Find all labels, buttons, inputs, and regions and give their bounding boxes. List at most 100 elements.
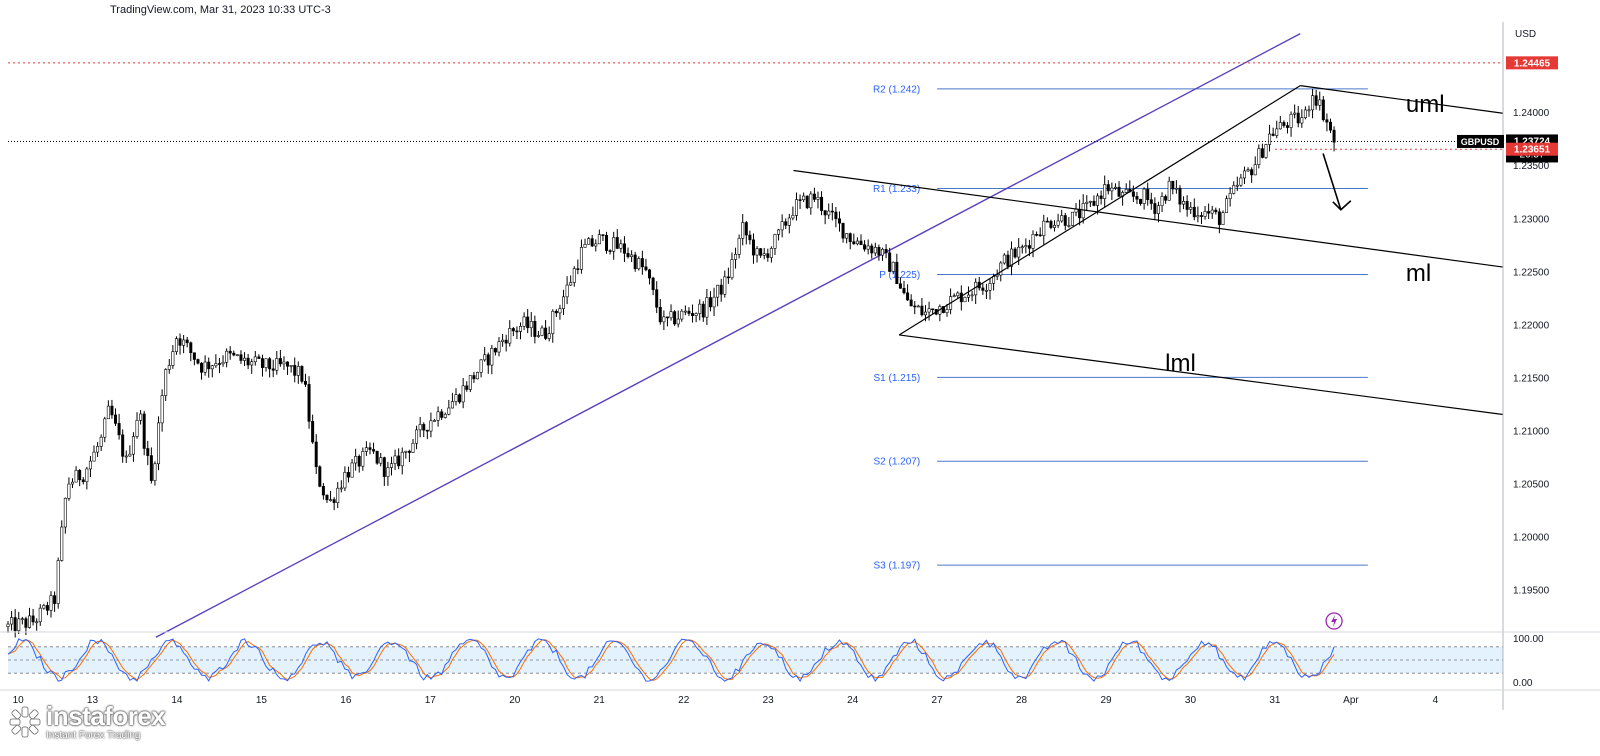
candle-body (418, 424, 422, 431)
price-label-text: 1.24465 (1514, 58, 1551, 69)
x-tick-label: 17 (425, 695, 437, 706)
x-tick-label: 16 (340, 695, 352, 706)
candle-body (268, 358, 272, 370)
candle-body (386, 467, 390, 477)
candle-body (1185, 201, 1189, 210)
candle-body (1221, 212, 1225, 225)
candle-body (802, 195, 806, 201)
candle-body (178, 338, 182, 346)
price-label-text: 1.23724 (1514, 136, 1551, 147)
x-tick-label: 14 (171, 695, 183, 706)
candle-body (275, 358, 279, 371)
candle-body (1038, 234, 1042, 237)
candle-body (877, 247, 881, 256)
candle-body (1217, 211, 1221, 225)
pitchfork-median-line (793, 169, 1504, 268)
candle-body (450, 401, 454, 409)
x-tick-label: 4 (1433, 695, 1439, 706)
candle-body (1024, 245, 1028, 248)
candle-body (519, 326, 523, 332)
candle-body (898, 283, 902, 289)
candle-body (1228, 193, 1232, 199)
candle-body (669, 311, 673, 319)
candle-body (497, 341, 501, 353)
candle-body (289, 365, 293, 367)
candle-body (787, 217, 791, 226)
candle-body (110, 405, 114, 416)
candle-body (146, 448, 150, 456)
candle-body (92, 451, 96, 462)
candle-body (1124, 188, 1128, 193)
candle-body (658, 306, 662, 323)
candle-body (748, 234, 752, 241)
candle-body (1242, 170, 1246, 179)
candle-body (1282, 122, 1286, 126)
candle-body (225, 350, 229, 363)
candle-body (1235, 184, 1239, 187)
candle-body (1253, 164, 1257, 176)
candle-body (888, 252, 892, 272)
trendline[interactable] (155, 33, 1301, 638)
candle-body (737, 238, 741, 255)
candle-body (411, 442, 415, 453)
candle-body (708, 297, 712, 308)
candle-body (988, 283, 992, 291)
candle-body (200, 362, 204, 373)
candle-body (221, 361, 225, 365)
alert-bolt (1331, 615, 1338, 627)
candle-body (619, 243, 623, 249)
candle-body (1296, 112, 1300, 124)
candle-body (791, 215, 795, 219)
candle-body (293, 365, 297, 376)
candle-body (751, 239, 755, 256)
y-tick-label: 1.21500 (1513, 373, 1550, 384)
candle-body (303, 381, 307, 385)
candle-body (1314, 95, 1318, 106)
currency-label: USD (1515, 29, 1536, 40)
candle-body (873, 247, 877, 254)
candle-body (425, 429, 429, 432)
candle-body (397, 455, 401, 467)
instaforex-watermark: instaforex Instant Forex Trading (8, 699, 178, 745)
candle-body (207, 361, 211, 370)
x-tick-label: 23 (763, 695, 775, 706)
candle-body (773, 234, 777, 249)
candle-body (407, 450, 411, 453)
candle-body (10, 617, 14, 625)
candle-body (1045, 220, 1049, 223)
candle-body (1174, 187, 1178, 190)
pivot-label: R1 (1.233) (873, 184, 920, 195)
pitchfork[interactable]: uml ml lml (793, 85, 1504, 416)
x-tick-label: 20 (509, 695, 521, 706)
candle-body (74, 470, 78, 483)
price-lines (8, 62, 1503, 150)
candle-body (458, 394, 462, 403)
candle-body (271, 368, 275, 371)
x-tick-label: 31 (1269, 695, 1281, 706)
candle-body (1027, 245, 1031, 249)
candle-body (569, 282, 573, 286)
candle-body (185, 339, 189, 344)
candle-body (945, 309, 949, 313)
candle-body (615, 237, 619, 249)
candle-body (1017, 246, 1021, 258)
candle-body (461, 385, 465, 403)
candle-body (153, 463, 157, 481)
stochastic-oscillator: 100.00 0.00 (7, 634, 1544, 689)
candle-body (848, 233, 852, 242)
candle-body (1285, 125, 1289, 128)
candle-body (931, 308, 935, 311)
candle-body (1293, 112, 1297, 115)
candle-body (551, 310, 555, 334)
candle-body (816, 196, 820, 200)
candle-body (157, 422, 161, 465)
candle-body (13, 617, 17, 632)
candle-body (655, 289, 659, 308)
candle-body (536, 335, 540, 337)
candle-body (1307, 109, 1311, 112)
candle-body (1013, 248, 1017, 258)
candle-body (1088, 200, 1092, 203)
candle-body (53, 595, 57, 604)
candle-body (1300, 117, 1304, 124)
